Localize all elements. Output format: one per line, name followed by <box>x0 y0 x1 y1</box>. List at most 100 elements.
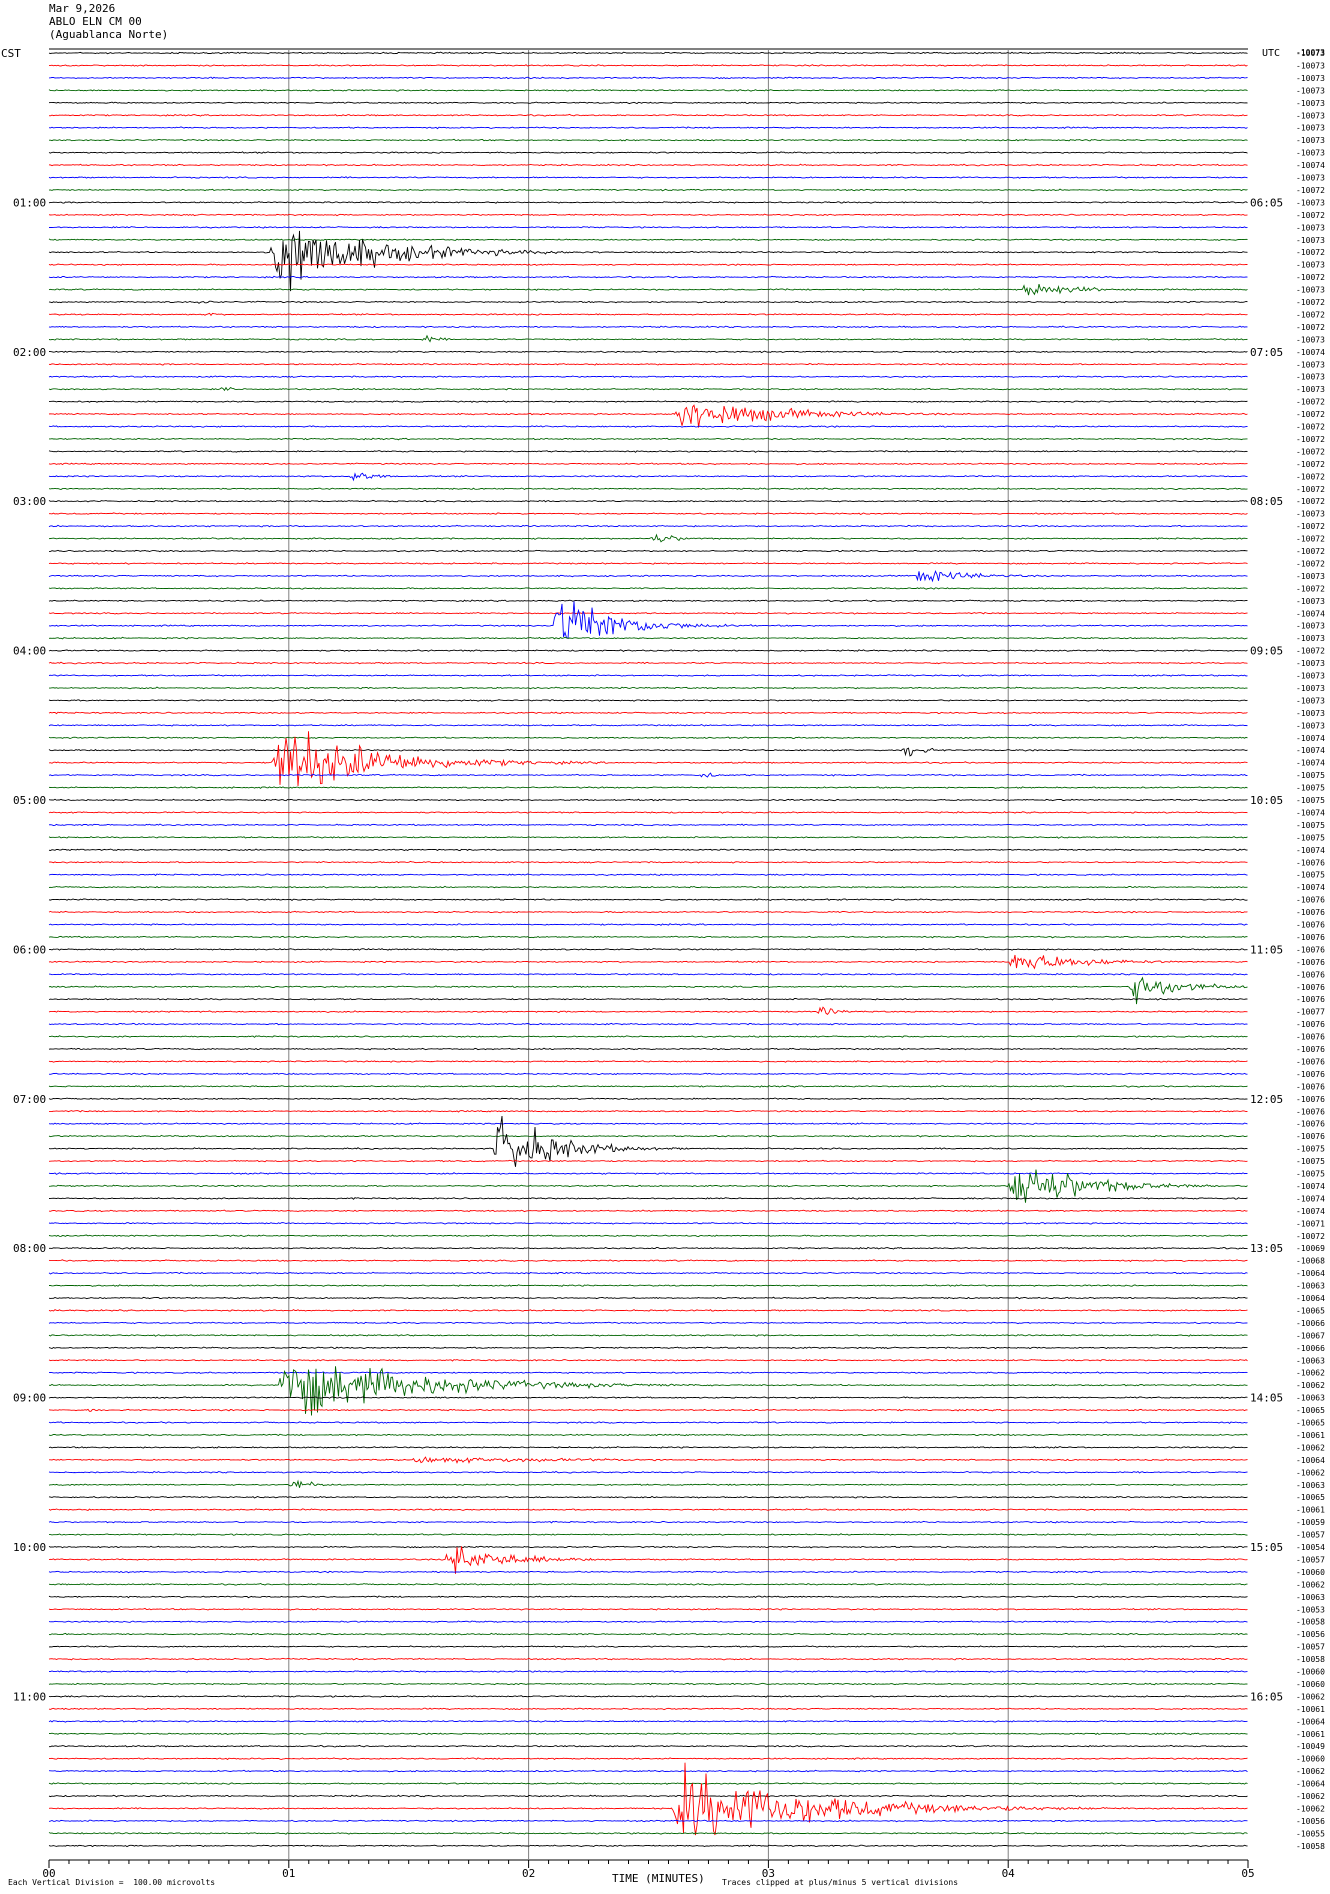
trace-offset-label: -10076 <box>1296 970 1325 979</box>
scale-note: Each Vertical Division = 100.00 microvol… <box>8 1878 216 1887</box>
x-tick-label: 04 <box>1002 1867 1016 1880</box>
seismic-trace <box>48 462 1248 466</box>
trace-offset-label: -10075 <box>1296 784 1325 793</box>
trace-offset-label: -10076 <box>1296 896 1325 905</box>
trace-offset-label: -10076 <box>1296 921 1325 930</box>
trace-offset-label: -10076 <box>1296 1020 1325 1029</box>
seismic-trace <box>48 923 1248 926</box>
seismic-trace <box>48 1832 1248 1835</box>
seismic-trace <box>48 860 1248 864</box>
trace-offset-label: -10072 <box>1296 547 1325 556</box>
trace-offset-label: -10073 <box>1296 659 1325 668</box>
seismic-trace <box>48 1197 1248 1200</box>
seismic-trace <box>48 1222 1248 1225</box>
seismic-trace <box>48 898 1248 901</box>
utc-hour-label: 15:05 <box>1250 1541 1283 1554</box>
seismic-trace <box>48 611 1248 615</box>
cst-hour-label: 04:00 <box>13 645 46 658</box>
utc-hour-label: 06:05 <box>1250 196 1283 209</box>
trace-offset-label: -10074 <box>1296 746 1325 755</box>
utc-hour-label: 14:05 <box>1250 1392 1283 1405</box>
cst-hour-label: 05:00 <box>13 794 46 807</box>
trace-offset-label: -10072 <box>1296 398 1325 407</box>
seismic-trace <box>48 848 1248 852</box>
seismic-trace <box>48 1421 1248 1424</box>
trace-offset-label: -10076 <box>1296 1033 1325 1042</box>
seismic-trace <box>48 1022 1248 1026</box>
trace-offset-label: -10073 <box>1296 510 1325 519</box>
seismic-trace <box>49 549 1248 553</box>
seismic-trace <box>48 1333 1248 1337</box>
seismic-trace <box>48 823 1248 827</box>
seismic-trace <box>48 674 1248 677</box>
trace-offset-label: -10061 <box>1296 1506 1325 1515</box>
seismic-trace <box>48 1479 1248 1488</box>
seismic-trace <box>48 350 1248 354</box>
trace-offset-label: -10056 <box>1296 1630 1325 1639</box>
seismic-trace <box>48 1769 1248 1773</box>
trace-offset-label: -10067 <box>1296 1331 1325 1340</box>
x-tick-label: 00 <box>42 1867 55 1880</box>
clip-note: Traces clipped at plus/minus 5 vertical … <box>722 1878 959 1887</box>
trace-offset-label: -10073 <box>1296 672 1325 681</box>
trace-offset-label: -10073 <box>1296 385 1325 394</box>
trace-offset-label: -10074 <box>1296 161 1325 170</box>
trace-offset-label: -10072 <box>1296 559 1325 568</box>
trace-offset-label: -10061 <box>1296 1730 1325 1739</box>
seismic-trace <box>48 1134 1248 1138</box>
seismic-trace <box>48 935 1248 939</box>
trace-offset-label: -10073 <box>1296 261 1325 270</box>
trace-offset-label: -10076 <box>1296 945 1325 954</box>
seismic-trace <box>48 976 1248 1005</box>
x-tick-label: 02 <box>522 1867 535 1880</box>
trace-offset-label: -10073 <box>1296 136 1325 145</box>
seismic-trace <box>48 587 1248 590</box>
trace-offset-label: -10072 <box>1296 647 1325 656</box>
seismic-trace <box>48 601 1248 640</box>
seismic-trace <box>48 1470 1248 1474</box>
trace-offset-label: -10073 <box>1296 597 1325 606</box>
seismic-trace <box>48 954 1248 970</box>
trace-offset-label: -10060 <box>1296 1755 1325 1764</box>
seismic-trace <box>48 1446 1248 1449</box>
trace-offset-label: -10072 <box>1296 584 1325 593</box>
right-top-offset-label: -10073 <box>1296 48 1325 57</box>
seismic-trace <box>48 263 1248 266</box>
utc-hour-label: 16:05 <box>1250 1690 1283 1703</box>
seismic-trace <box>48 1259 1248 1263</box>
seismic-trace <box>48 1695 1248 1698</box>
seismic-trace <box>48 699 1248 702</box>
seismic-trace <box>48 1321 1248 1325</box>
seismic-trace <box>49 1456 1248 1464</box>
trace-offset-label: -10076 <box>1296 933 1325 942</box>
trace-offset-label: -10072 <box>1296 248 1325 257</box>
trace-offset-label: -10055 <box>1296 1829 1325 1838</box>
seismic-trace <box>49 138 1248 142</box>
seismic-trace <box>48 450 1248 453</box>
trace-offset-label: -10072 <box>1296 1232 1325 1241</box>
seismic-trace <box>48 1546 1248 1574</box>
trace-offset-label: -10072 <box>1296 186 1325 195</box>
cst-hour-label: 03:00 <box>13 495 46 508</box>
trace-offset-label: -10072 <box>1296 522 1325 531</box>
seismic-trace <box>48 1607 1248 1611</box>
seismic-trace <box>49 437 1248 441</box>
cst-hour-label: 02:00 <box>13 346 46 359</box>
station-code: ABLO ELN CM 00 <box>49 15 142 28</box>
seismic-trace <box>48 1159 1248 1163</box>
seismic-trace <box>48 89 1248 92</box>
seismic-trace <box>48 786 1248 789</box>
trace-offset-label: -10076 <box>1296 1095 1325 1104</box>
seismic-trace <box>48 1433 1248 1437</box>
seismic-trace <box>49 1533 1248 1536</box>
seismic-trace <box>48 1209 1248 1213</box>
trace-offset-label: -10072 <box>1296 323 1325 332</box>
trace-offset-label: -10059 <box>1296 1518 1325 1527</box>
seismic-trace <box>48 1583 1248 1586</box>
seismic-trace <box>48 1545 1248 1549</box>
seismic-trace <box>48 1296 1248 1300</box>
seismic-trace <box>48 636 1248 640</box>
cst-hour-label: 01:00 <box>13 196 46 209</box>
seismic-trace <box>48 472 1248 482</box>
